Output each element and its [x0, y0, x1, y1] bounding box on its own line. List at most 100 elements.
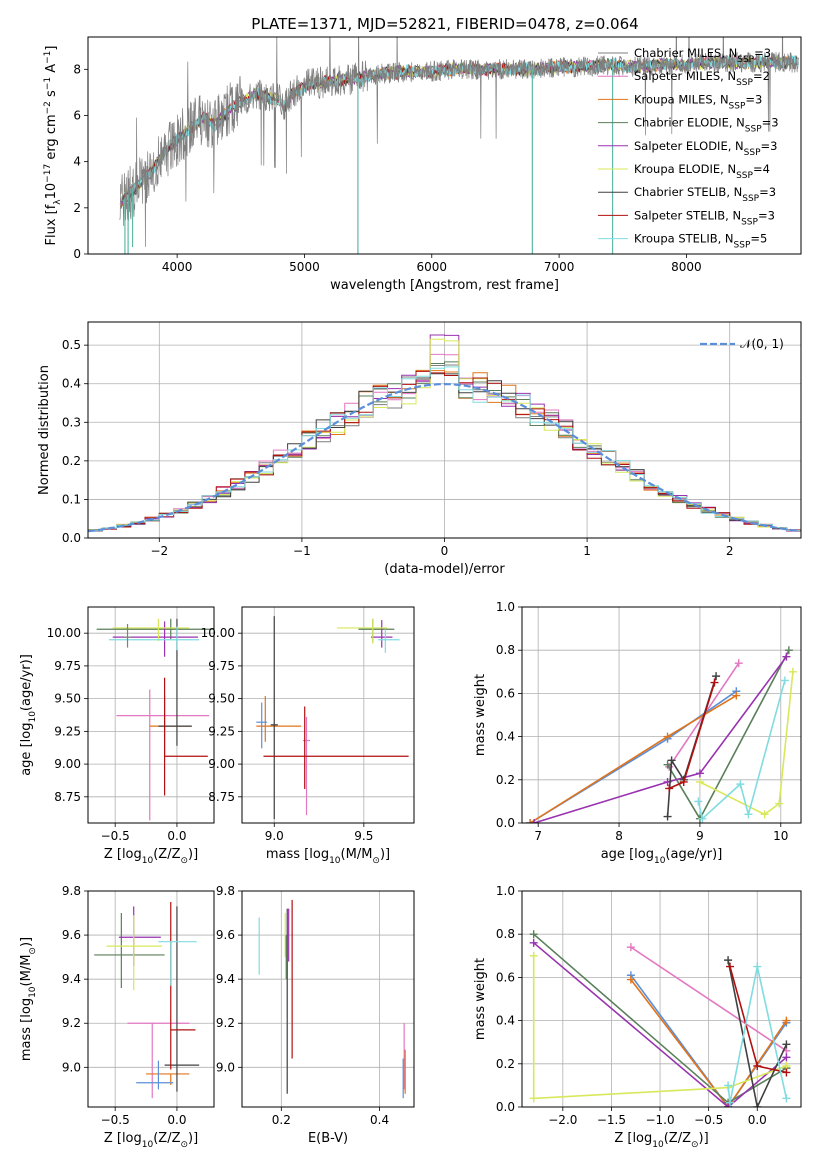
residual-histograms — [88, 334, 801, 533]
y-tick-label: 0.0 — [62, 531, 81, 545]
weight-point-marker — [788, 667, 797, 676]
weight-point-marker — [667, 756, 676, 765]
age_vs_z-ylabel: age [log10(age/yr)] — [19, 654, 38, 776]
y-tick-label: 0.5 — [62, 338, 81, 352]
y-tick-label: 9.4 — [62, 972, 81, 986]
weight-point-marker — [529, 1094, 538, 1103]
weight-series-line — [630, 974, 788, 1107]
weight-point-marker — [530, 819, 539, 823]
mass_vs_ebv-errorbars — [258, 899, 406, 1099]
mass_vs_z-ylabel: mass [log10(M/M⊙)] — [19, 937, 38, 1061]
y-tick-label: 9.8 — [62, 884, 81, 898]
x-tick-label: −0.5 — [101, 1113, 130, 1127]
y-tick-label: 8.75 — [208, 790, 235, 804]
spectrum-xlabel: wavelength [Angstrom, rest frame] — [330, 278, 559, 293]
weight-point-marker — [782, 1094, 791, 1103]
x-tick-label: 10 — [773, 829, 788, 843]
x-tick-label: 8 — [615, 829, 623, 843]
weight_vs_z-ylabel: mass weight — [473, 958, 488, 1040]
legend-label: Salpeter ELODIE, NSSP=3 — [634, 139, 777, 158]
y-tick-label: 4 — [73, 155, 81, 169]
age_vs_z-frame — [87, 606, 215, 824]
y-tick-label: 9.8 — [216, 884, 235, 898]
y-tick-label: 10.00 — [47, 626, 81, 640]
weight-point-marker — [626, 943, 635, 952]
age_vs_mass-xlabel: mass [log10(M/M⊙)] — [266, 847, 390, 866]
weight_vs_z-frame — [521, 890, 802, 1108]
y-tick-label: 9.00 — [208, 757, 235, 771]
x-tick-label: 0.0 — [167, 829, 186, 843]
y-tick-label: 0.4 — [496, 730, 515, 744]
y-tick-label: 9.4 — [216, 972, 235, 986]
legend-label: 𝒩(0, 1) — [740, 337, 784, 351]
histogram-series — [88, 334, 801, 532]
mass_vs_z-errorbars — [94, 902, 200, 1099]
weight_vs_age-ylabel: mass weight — [473, 674, 488, 756]
y-tick-label: 0.2 — [62, 454, 81, 468]
residuals-ylabel: Normed distribution — [37, 365, 52, 495]
x-tick-label: −2.0 — [548, 1113, 577, 1127]
y-tick-label: 9.75 — [54, 659, 81, 673]
residuals-frame — [87, 321, 802, 539]
weight-point-marker — [782, 1040, 791, 1049]
legend-label: Chabrier ELODIE, NSSP=3 — [634, 116, 779, 135]
x-tick-label: 0.0 — [748, 1113, 767, 1127]
weight-point-marker — [780, 676, 789, 685]
x-tick-label: 6000 — [416, 260, 447, 274]
y-tick-label: 0.8 — [496, 643, 515, 657]
y-tick-label: 0.6 — [496, 686, 515, 700]
mass_vs_ebv-frame — [241, 890, 415, 1108]
spectrum-axes: 4000 5000 6000 7000 8000 0 2 4 6 8 — [73, 62, 701, 274]
weight-point-marker — [726, 962, 735, 971]
legend-label: Salpeter STELIB, NSSP=3 — [634, 208, 775, 227]
x-tick-label: 1 — [583, 544, 591, 558]
weight-point-marker — [698, 814, 707, 823]
y-tick-label: 9.6 — [62, 928, 81, 942]
gaussian-curve — [88, 382, 799, 533]
mass_vs_ebv-axes: 0.2 0.4 9.0 9.2 9.4 9.6 9.8 — [216, 884, 414, 1127]
legend-label: Kroupa ELODIE, NSSP=4 — [634, 162, 770, 181]
weight-series-line — [532, 955, 787, 1100]
x-tick-label: −0.5 — [694, 1113, 723, 1127]
weight-point-marker — [710, 678, 719, 687]
x-tick-label: 7 — [534, 829, 542, 843]
y-tick-label: 0.1 — [62, 492, 81, 506]
x-tick-label: 5000 — [289, 260, 320, 274]
weight-series-line — [699, 671, 794, 816]
age_vs_z-axes: −0.5 0.0 8.75 9.00 9.25 9.50 9.75 10.00 — [47, 607, 214, 843]
x-tick-label: −2 — [150, 544, 168, 558]
spectrum-frame — [87, 36, 802, 255]
weight-point-marker — [724, 1103, 733, 1107]
legend-label: Chabrier MILES, NSSP=3 — [634, 46, 771, 65]
age_vs_mass-errorbars — [256, 616, 409, 820]
x-tick-label: 4000 — [162, 260, 193, 274]
weight-series-line — [727, 966, 788, 1103]
weight_vs_age-axes: 7 8 9 10 0.0 0.2 0.4 0.6 0.8 1.0 — [496, 600, 801, 843]
weight-point-marker — [529, 938, 538, 947]
weight-point-marker — [782, 652, 791, 661]
weight-point-marker — [782, 1068, 791, 1077]
weight-point-marker — [724, 956, 733, 965]
weight-point-marker — [753, 962, 762, 971]
weight-point-marker — [695, 777, 704, 786]
y-tick-label: 0.3 — [62, 415, 81, 429]
weight-point-marker — [734, 659, 743, 668]
y-tick-label: 6 — [73, 108, 81, 122]
x-tick-label: −0.5 — [101, 829, 130, 843]
mass_vs_z-frame — [87, 890, 215, 1108]
figure-title: PLATE=1371, MJD=52821, FIBERID=0478, z=0… — [251, 15, 638, 33]
weight-point-marker — [736, 780, 745, 789]
x-tick-label: 8000 — [671, 260, 702, 274]
y-tick-label: 0.4 — [62, 377, 81, 391]
spectrum-series-line — [122, 59, 615, 203]
y-tick-label: 9.75 — [208, 659, 235, 673]
weight-series-line — [727, 959, 788, 1107]
weight-series-line — [630, 979, 788, 1107]
spectrum-lines — [119, 37, 799, 254]
x-tick-label: −1.0 — [645, 1113, 674, 1127]
y-tick-label: 0 — [73, 247, 81, 261]
legend-label: Salpeter MILES, NSSP=2 — [634, 69, 770, 88]
weight-point-marker — [782, 1016, 791, 1025]
y-tick-label: 9.2 — [216, 1016, 235, 1030]
weight-point-marker — [663, 732, 672, 741]
